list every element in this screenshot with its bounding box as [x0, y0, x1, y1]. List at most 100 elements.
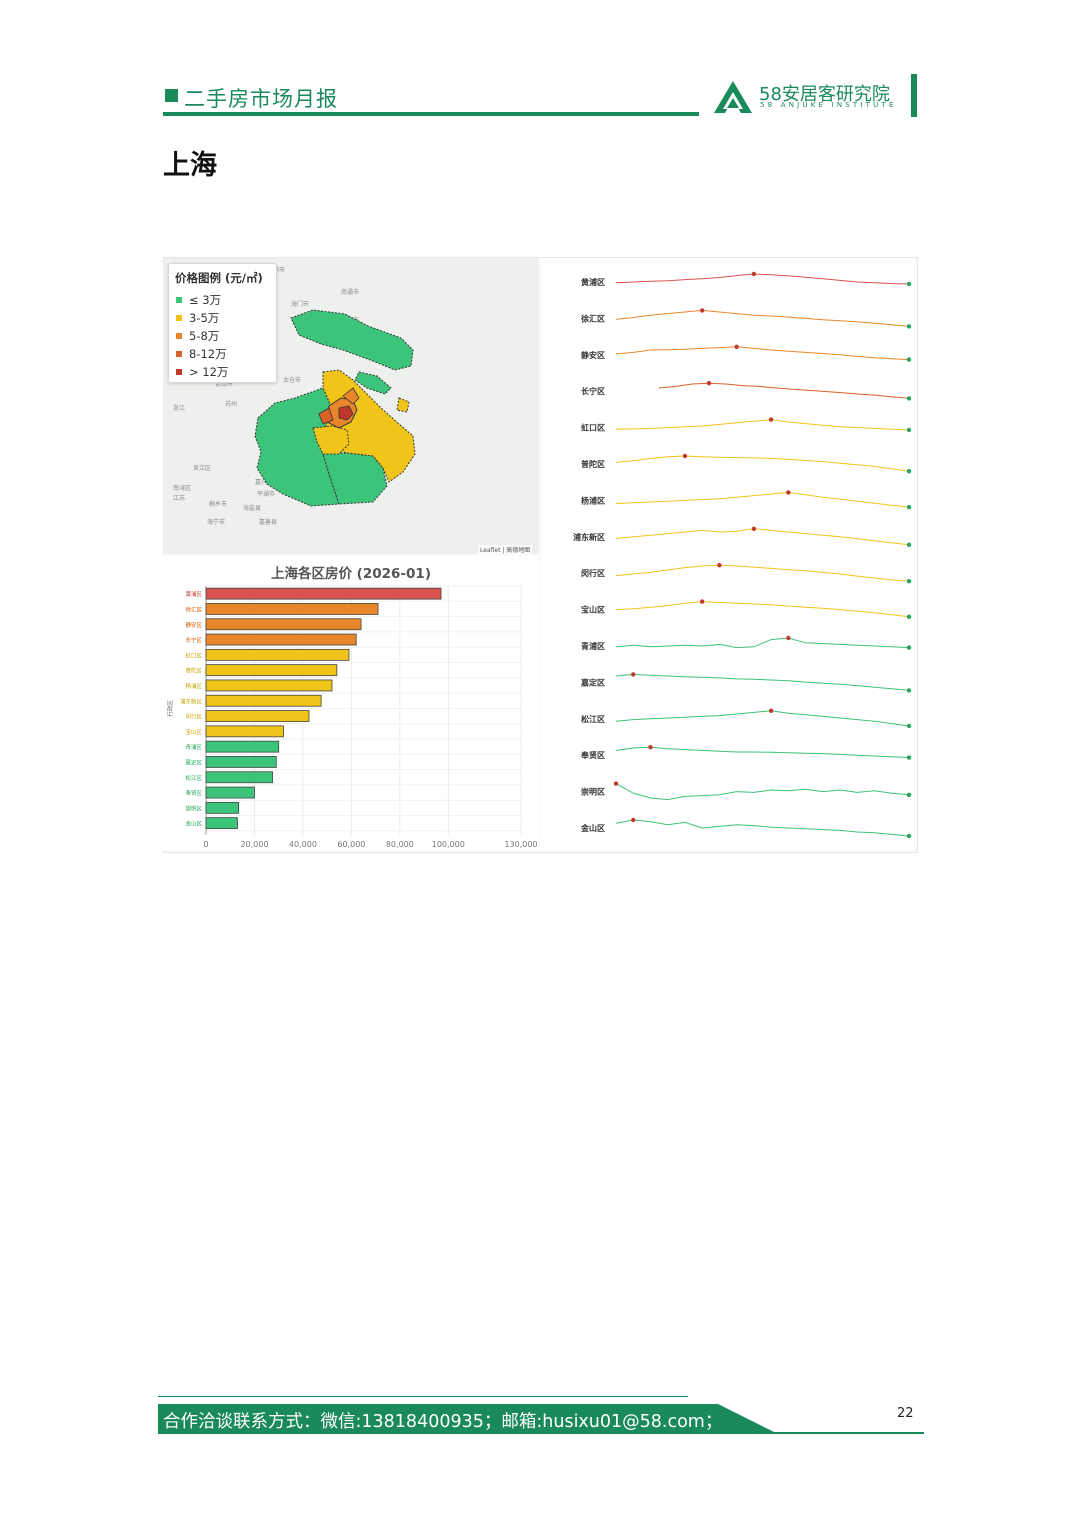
bar: [205, 817, 238, 830]
sparkline-peak-dot: [734, 344, 739, 349]
map-place-label: 海宁市: [207, 518, 225, 526]
sparkline: [615, 564, 910, 582]
sparkline-latest-dot: [906, 396, 912, 401]
bar: [205, 603, 379, 615]
sparkline: [615, 419, 910, 431]
sparkline-district-label: 浦东新区: [573, 532, 605, 542]
sparkline-district-label: 金山区: [580, 823, 605, 833]
sparkline: [615, 783, 910, 801]
legend-label: ≤ 3万: [189, 293, 222, 307]
district-price-bar-chart: 上海各区房价 (2026-01) 0 20,000 40,000 60,000 80,0…: [163, 556, 539, 850]
category-label: 杨浦区: [185, 682, 202, 690]
sparkline-latest-dot: [906, 645, 912, 650]
map-attribution[interactable]: Leaflet | 高德地图: [478, 545, 533, 554]
map-place-label: 平湖市: [257, 490, 275, 498]
sparkline-latest-dot: [906, 688, 912, 693]
sparkline-peak-dot: [682, 453, 688, 459]
sparkline-district-label: 虹口区: [581, 423, 605, 433]
sparkline-latest-dot: [906, 579, 912, 584]
x-tick-label: 80,000: [386, 840, 414, 849]
map-place-label: 南通市: [341, 288, 359, 296]
sparkline-district-label: 嘉定区: [580, 677, 605, 687]
brand-subtitle: 58 ANJUKE INSTITUTE: [760, 101, 897, 109]
sparkline-latest-dot: [906, 723, 912, 729]
sparkline-latest-dot: [906, 614, 912, 619]
bar: [205, 664, 338, 677]
map-place-label: 南浔区: [173, 484, 191, 492]
x-tick-label: 130,000: [504, 840, 537, 849]
bar: [205, 587, 442, 600]
sparkline: [615, 746, 910, 759]
sparkline: [615, 273, 910, 285]
sparkline: [615, 309, 910, 327]
legend-label: 8-12万: [189, 347, 227, 361]
brand-bar: [911, 74, 917, 117]
map-place-label: 桐乡市: [209, 500, 227, 508]
bar: [205, 771, 274, 784]
sparkline: [615, 673, 910, 691]
category-label: 崇明区: [185, 805, 202, 812]
sparkline-peak-dot: [631, 817, 636, 823]
sparkline-district-label: 宝山区: [581, 605, 605, 615]
category-label: 黄浦区: [185, 590, 202, 598]
sparkline: [615, 601, 910, 618]
sparkline-peak-dot: [613, 781, 619, 786]
sparkline-latest-dot: [906, 542, 912, 547]
legend-item: > 12万: [176, 364, 228, 380]
legend-item: 3-5万: [176, 310, 219, 326]
sparkline-district-label: 静安区: [581, 350, 605, 360]
category-label: 奉贤区: [185, 789, 202, 797]
sparkline-latest-dot: [906, 833, 912, 839]
sparkline: [615, 528, 910, 546]
bar: [205, 618, 362, 631]
report-title: 二手房市场月报: [184, 87, 338, 111]
map-place-label: 嘉兴: [255, 478, 267, 486]
x-tick-label: 60,000: [337, 840, 365, 849]
x-tick-label: 20,000: [240, 840, 268, 849]
bar: [205, 740, 280, 753]
sparkline-peak-dot: [786, 490, 791, 495]
map-place-label: 浙江: [173, 404, 185, 412]
category-label: 闵行区: [185, 713, 202, 721]
sparkline-peak-dot: [751, 271, 757, 277]
sparkline-peak-dot: [717, 563, 722, 568]
map-place-label: 吴江区: [193, 465, 211, 472]
sparkline-peak-dot: [768, 708, 774, 713]
bar: [205, 694, 322, 707]
category-label: 普陀区: [185, 667, 202, 675]
legend-item: ≤ 3万: [176, 292, 221, 308]
sparkline-district-label: 普陀区: [581, 459, 605, 469]
header-marker: [165, 89, 178, 102]
sparkline-district-label: 徐汇区: [580, 313, 605, 323]
category-label: 徐汇区: [185, 605, 202, 613]
category-label: 静安区: [185, 621, 202, 629]
page-number: 22: [897, 1406, 914, 1421]
sparkline: [615, 710, 910, 727]
map-place-label: 苏州: [225, 400, 237, 408]
x-tick-label: 100,000: [432, 840, 465, 849]
sparkline-latest-dot: [906, 357, 912, 362]
sparkline-district-label: 长宁区: [581, 386, 605, 396]
legend-item: 8-12万: [176, 346, 227, 362]
sparkline: [658, 382, 910, 399]
category-label: 虹口区: [185, 651, 202, 659]
contact-info: 合作洽谈联系方式：微信:13818400935；邮箱:husixu01@58.c…: [163, 1412, 723, 1432]
chart-title: 上海各区房价 (2026-01): [270, 566, 431, 582]
bar: [205, 679, 333, 692]
brand-name: 58安居客研究院: [759, 84, 890, 105]
map-place-label: 江苏: [173, 494, 185, 502]
bar: [205, 801, 240, 814]
category-label: 浦东新区: [180, 697, 203, 705]
map-place-label: 海盐县: [243, 504, 261, 512]
sparkline: [615, 491, 910, 508]
x-tick-label: 0: [203, 840, 208, 849]
bar: [205, 633, 357, 646]
sparkline-latest-dot: [906, 427, 912, 433]
legend-swatch: [176, 315, 182, 321]
footer-rule-right: [772, 1432, 924, 1434]
brand-logo-icon: [714, 81, 752, 113]
bar: [205, 786, 255, 799]
legend-label: > 12万: [189, 365, 229, 379]
bar: [205, 648, 350, 661]
map-place-label: 太仓市: [283, 376, 301, 384]
